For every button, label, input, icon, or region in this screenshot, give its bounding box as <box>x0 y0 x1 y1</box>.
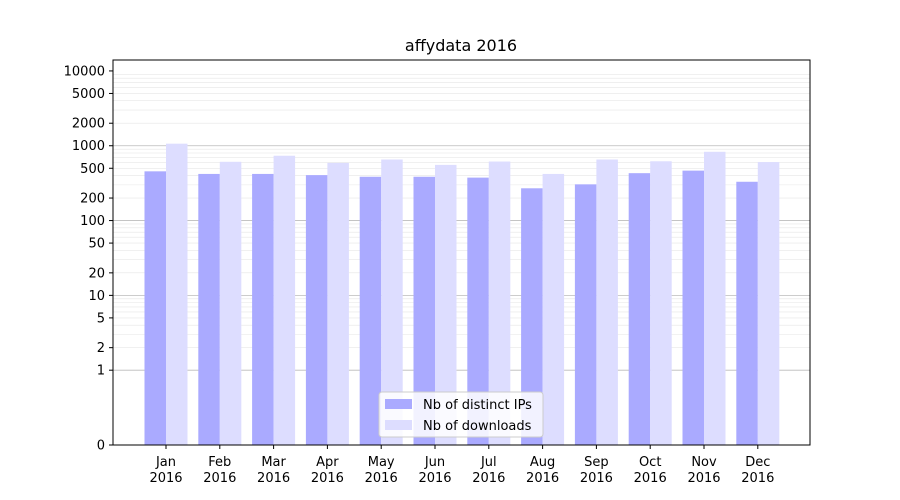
y-axis: 0 1 2 5 10 20 50 100 200 500 1000 2000 5000 10000 <box>64 64 113 454</box>
plot-area-frame <box>112 59 811 446</box>
x-tick-label-year: 2016 <box>741 471 774 486</box>
x-tick-label-month: May <box>368 455 395 470</box>
x-tick-label-month: Nov <box>691 455 717 470</box>
bar-distinct-ips <box>359 176 382 445</box>
bar-distinct-ips <box>252 173 274 445</box>
bar-distinct-ips <box>467 177 489 445</box>
bar-distinct-ips <box>198 173 220 445</box>
bar-downloads <box>704 151 726 446</box>
y-tick-label: 100 <box>80 214 105 229</box>
y-tick-label: 1 <box>97 364 105 379</box>
x-tick-label-year: 2016 <box>634 471 667 486</box>
bar-downloads <box>435 164 457 445</box>
bar-distinct-ips <box>144 171 166 446</box>
bar-downloads <box>166 143 188 445</box>
x-tick-label-year: 2016 <box>149 471 182 486</box>
x-tick-label-year: 2016 <box>311 471 344 486</box>
y-tick-label: 1000 <box>72 139 105 154</box>
bar-downloads <box>273 155 296 446</box>
x-tick-label-month: Jan <box>155 455 176 470</box>
bar-distinct-ips <box>574 184 597 446</box>
x-tick-label-month: Mar <box>261 455 286 470</box>
y-tick-label: 20 <box>88 266 105 281</box>
x-tick-label-year: 2016 <box>580 471 613 486</box>
bar-distinct-ips <box>413 176 435 445</box>
bar-downloads <box>650 161 672 446</box>
legend-label: Nb of distinct IPs <box>423 398 532 413</box>
legend-frame <box>378 391 544 438</box>
y-tick-label: 10 <box>88 289 105 304</box>
y-tick-label: 200 <box>80 192 105 207</box>
x-tick-label-year: 2016 <box>526 471 559 486</box>
x-axis: Jan2016Feb2016Mar2016Apr2016May2016Jun20… <box>149 445 774 486</box>
bar-downloads <box>327 162 349 445</box>
x-tick-label-year: 2016 <box>203 471 236 486</box>
x-tick-label-month: Sep <box>584 455 609 470</box>
y-tick-label: 5 <box>97 311 105 326</box>
y-tick-label: 5000 <box>72 87 105 102</box>
x-tick-label-month: Feb <box>208 455 231 470</box>
bar-distinct-ips <box>521 188 543 445</box>
bar-downloads <box>219 161 242 445</box>
x-tick-label-month: Jun <box>424 455 445 470</box>
bar-downloads <box>757 162 780 445</box>
legend-swatch <box>385 420 412 430</box>
y-tick-label: 0 <box>97 439 105 454</box>
bar-distinct-ips <box>305 175 328 445</box>
y-tick-label: 500 <box>80 162 105 177</box>
x-tick-label-month: Apr <box>316 455 339 470</box>
legend-label: Nb of downloads <box>423 419 532 434</box>
bar-downloads <box>542 173 565 445</box>
x-tick-label-year: 2016 <box>687 471 720 486</box>
x-tick-label-year: 2016 <box>365 471 398 486</box>
bar-distinct-ips <box>736 181 758 445</box>
bar-downloads <box>596 159 618 445</box>
x-tick-label-month: Aug <box>530 455 555 470</box>
y-tick-label: 2000 <box>72 117 105 132</box>
y-tick-label: 2 <box>97 341 105 356</box>
x-tick-label-month: Oct <box>639 455 661 470</box>
x-tick-label-month: Dec <box>745 455 770 470</box>
bar-distinct-ips <box>628 173 651 445</box>
bar-downloads <box>381 159 403 445</box>
bars <box>144 143 780 446</box>
x-tick-label-year: 2016 <box>257 471 290 486</box>
legend: Nb of distinct IPs Nb of downloads <box>378 391 544 438</box>
x-tick-label-year: 2016 <box>472 471 505 486</box>
y-tick-label: 50 <box>88 237 105 252</box>
bar-downloads <box>488 161 511 445</box>
x-tick-label-month: Jul <box>480 455 497 470</box>
y-tick-label: 10000 <box>64 64 105 79</box>
chart-title: affydata 2016 <box>405 36 517 55</box>
bar-distinct-ips <box>682 170 704 445</box>
x-tick-label-year: 2016 <box>418 471 451 486</box>
legend-swatch <box>385 399 412 409</box>
